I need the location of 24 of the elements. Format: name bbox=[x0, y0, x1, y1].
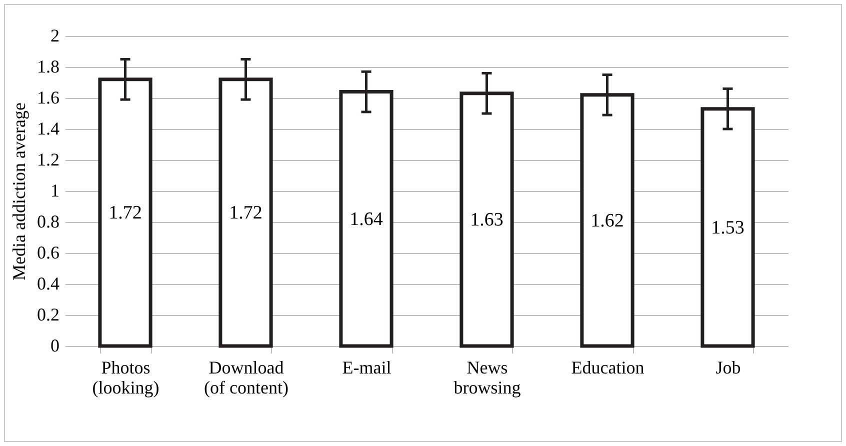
y-tick-label: 0.2 bbox=[37, 304, 60, 324]
y-tick-label: 1.2 bbox=[37, 150, 60, 170]
data-label: 1.72 bbox=[108, 202, 142, 224]
y-tick-label: 0.6 bbox=[37, 242, 60, 262]
y-tick-label: 1.6 bbox=[37, 88, 60, 108]
x-tick-label: Download (of content) bbox=[204, 358, 288, 398]
x-tick-label: E-mail bbox=[342, 358, 392, 378]
y-tick-label: 0.4 bbox=[37, 274, 60, 294]
x-tick-label: Photos (looking) bbox=[92, 358, 160, 398]
y-tick-label: 1.8 bbox=[37, 56, 60, 76]
x-tick-label: News browsing bbox=[454, 358, 521, 398]
x-tick-label: Job bbox=[716, 358, 741, 378]
data-label: 1.64 bbox=[350, 208, 384, 230]
y-axis-title: Media addiction average bbox=[9, 102, 29, 280]
y-tick-label: 1.4 bbox=[37, 118, 60, 138]
y-tick-label: 2 bbox=[50, 26, 60, 46]
data-label: 1.53 bbox=[711, 217, 744, 238]
y-tick-label: 1 bbox=[50, 180, 60, 200]
y-tick-label: 0 bbox=[50, 336, 60, 356]
data-label: 1.72 bbox=[229, 202, 262, 224]
data-label: 1.62 bbox=[590, 210, 624, 232]
y-tick-label: 0.8 bbox=[37, 212, 60, 232]
x-tick-label: Education bbox=[571, 358, 644, 378]
data-label: 1.63 bbox=[470, 210, 504, 231]
